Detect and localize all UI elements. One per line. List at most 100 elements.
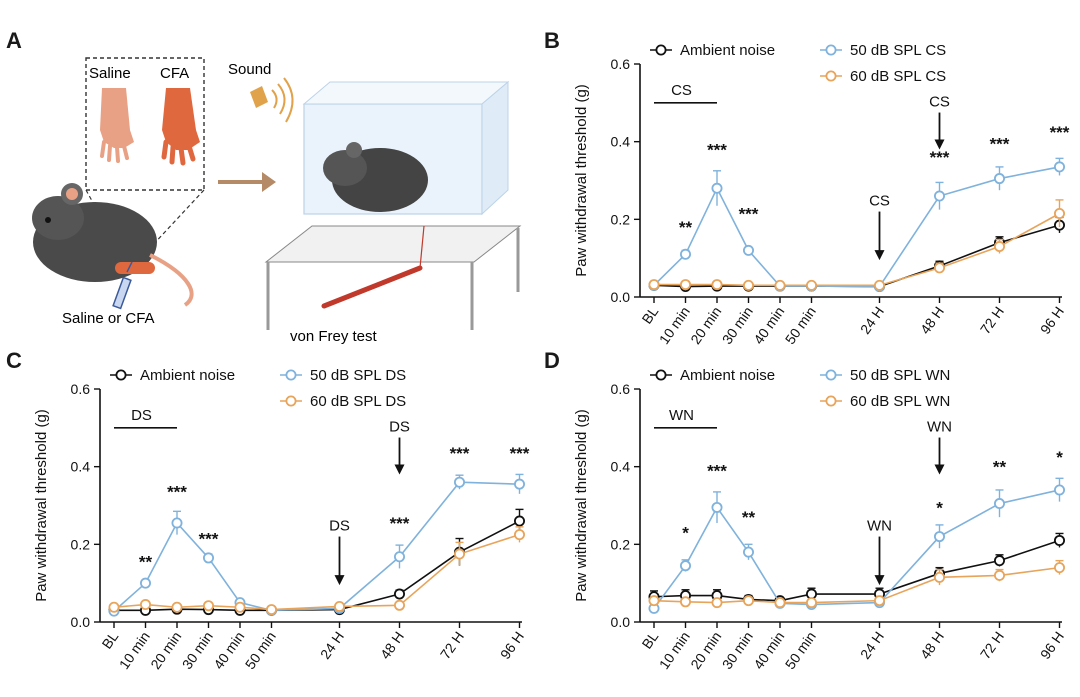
series-1-point: [202, 552, 214, 564]
panel-letter-d: D: [544, 348, 560, 373]
syringe-icon: [112, 261, 133, 310]
series-1-point: [1054, 161, 1066, 173]
stimulus-arrow-head: [334, 575, 345, 586]
series-1-legend-marker: [825, 44, 837, 56]
series-0-legend-label: Ambient noise: [140, 367, 235, 384]
stimulus-arrow-label: CS: [929, 94, 950, 111]
speaker-icon: [250, 77, 294, 123]
series-2-point: [993, 241, 1005, 253]
series-1-line: [653, 489, 1060, 609]
series-2-point: [873, 279, 885, 291]
series-0-point: [1054, 534, 1066, 546]
series-0-legend-label: Ambient noise: [680, 367, 775, 384]
x-tick-label: 40 min: [210, 629, 247, 673]
series-1-point: [993, 173, 1005, 185]
series-0-legend-marker: [655, 44, 667, 56]
series-2-legend-marker: [285, 395, 297, 407]
series-1-point: [711, 501, 723, 513]
series-2-line: [654, 212, 1060, 287]
series-2-legend-label: 60 dB SPL WN: [850, 393, 950, 410]
series-2-point: [774, 279, 786, 291]
stimulus-bar-label: CS: [671, 82, 692, 99]
series-2-point: [171, 601, 183, 613]
stimulus-arrow-head: [874, 575, 885, 586]
x-tick-label: 20 min: [147, 629, 184, 673]
series-1-point: [679, 248, 691, 260]
panel-letter-a: A: [6, 28, 22, 53]
x-tick-label: 10 min: [116, 629, 153, 673]
series-1-point: [933, 190, 945, 202]
significance-label: **: [742, 508, 756, 527]
significance-label: *: [936, 498, 943, 517]
workflow-arrow-icon: [218, 172, 276, 192]
x-tick-label: 50 min: [782, 304, 819, 348]
series-1-point: [933, 531, 945, 543]
x-tick-label: 96 H: [1037, 304, 1067, 337]
x-tick-label: 30 min: [719, 629, 756, 673]
series-2-point: [393, 599, 405, 611]
series-2-point: [648, 279, 660, 291]
y-tick-label: 0.0: [611, 289, 631, 305]
series-1-legend-label: 50 dB SPL WN: [850, 367, 950, 384]
stimulus-arrow-head: [934, 464, 945, 475]
significance-label: **: [679, 218, 693, 237]
series-1-point: [711, 182, 723, 194]
significance-label: *: [1056, 448, 1063, 467]
series-2-point: [139, 599, 151, 611]
x-tick-label: 96 H: [497, 629, 527, 662]
stimulus-arrow-label: WN: [927, 419, 952, 436]
stimulus-arrow-label: DS: [329, 518, 350, 535]
significance-label: *: [682, 524, 689, 543]
x-tick-label: 20 min: [687, 629, 724, 673]
x-tick-label: 40 min: [750, 304, 787, 348]
label-sound: Sound: [228, 61, 271, 78]
x-tick-label: BL: [99, 628, 122, 651]
cfa-paw-icon: [161, 88, 200, 166]
x-tick-label: 10 min: [656, 304, 693, 348]
series-2-point: [202, 600, 214, 612]
significance-label: ***: [1050, 123, 1070, 142]
series-0-legend-marker: [655, 369, 667, 381]
y-tick-label: 0.4: [611, 459, 631, 475]
series-2-point: [108, 601, 120, 613]
series-2-point: [805, 279, 817, 291]
test-cage-icon: [264, 80, 522, 330]
series-2-point: [933, 571, 945, 583]
x-tick-label: 40 min: [750, 629, 787, 673]
chart-panel-d: 0.0 0.2 0.4 0.6 Paw withdrawal threshold (g)…: [573, 367, 1067, 673]
series-1-legend-marker: [825, 369, 837, 381]
label-cfa: CFA: [160, 65, 189, 82]
x-tick-label: 48 H: [917, 629, 947, 662]
x-tick-label: 72 H: [977, 629, 1007, 662]
series-0-point: [393, 588, 405, 600]
series-2-point: [933, 262, 945, 274]
stimulus-arrow-head: [874, 250, 885, 261]
series-1-point: [742, 546, 754, 558]
y-tick-label: 0.6: [611, 381, 631, 397]
series-1-point: [514, 478, 526, 490]
y-tick-label: 0.6: [71, 381, 91, 397]
series-2-legend-label: 60 dB SPL DS: [310, 393, 406, 410]
x-tick-label: 48 H: [917, 304, 947, 337]
series-1-line: [113, 481, 520, 612]
y-tick-label: 0.4: [71, 459, 91, 475]
series-0-legend-marker: [115, 369, 127, 381]
label-saline: Saline: [89, 65, 131, 82]
panel-letter-c: C: [6, 348, 22, 373]
x-tick-label: 24 H: [857, 629, 887, 662]
significance-label: ***: [930, 148, 950, 167]
series-2-point: [514, 529, 526, 541]
series-2-point: [873, 595, 885, 607]
x-tick-label: 10 min: [656, 629, 693, 673]
y-tick-label: 0.4: [611, 134, 631, 150]
series-0-line: [653, 539, 1060, 602]
significance-label: ***: [739, 204, 759, 223]
stimulus-arrow-head: [394, 464, 405, 475]
series-0-line: [653, 224, 1060, 288]
significance-label: ***: [990, 134, 1010, 153]
series-2-point: [742, 595, 754, 607]
series-1-point: [393, 551, 405, 563]
mouse-icon: [32, 183, 194, 307]
stimulus-bar-label: WN: [669, 407, 694, 424]
x-tick-label: 48 H: [377, 629, 407, 662]
